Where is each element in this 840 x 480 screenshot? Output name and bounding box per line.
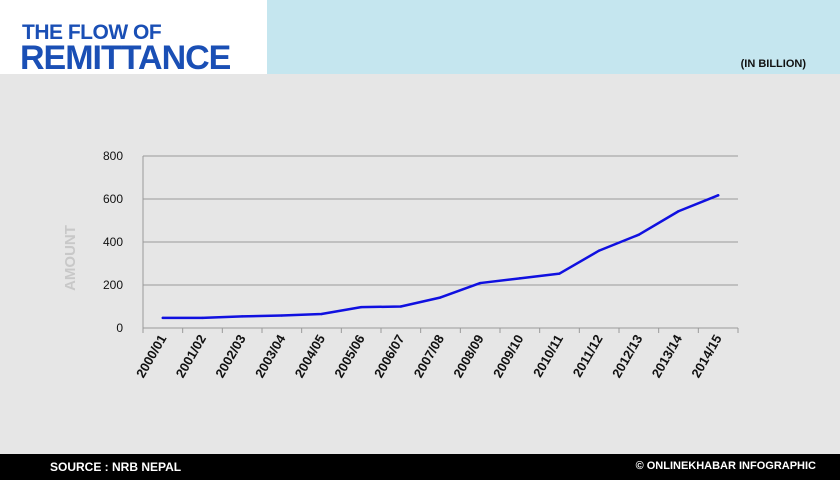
y-tick-labels: 0 200 400 600 800 — [103, 149, 123, 335]
header-title-panel — [0, 0, 267, 74]
header-accent-panel — [267, 0, 840, 74]
footer-bar: SOURCE : NRB NEPAL © ONLINEKHABAR INFOGR… — [0, 454, 840, 480]
series-line — [161, 194, 720, 320]
data-point — [677, 210, 680, 213]
unit-note: (IN BILLION) — [740, 58, 806, 70]
x-tick-label: 2012/13 — [609, 332, 645, 380]
y-tick-label: 400 — [103, 235, 123, 249]
x-tick-label: 2014/15 — [688, 332, 724, 380]
x-tick-label: 2013/14 — [649, 331, 686, 380]
y-tick-label: 0 — [116, 321, 123, 335]
x-tick-labels: 2000/01 2001/02 2002/03 2003/04 2004/05 2005/… — [133, 331, 725, 380]
data-point — [161, 316, 165, 320]
x-tick-label: 2011/12 — [570, 332, 606, 380]
data-point — [518, 277, 522, 280]
remittance-line-chart: 0 200 400 600 800 2000/01 2001/02 2002/03 2003/… — [62, 149, 739, 380]
data-point — [240, 315, 244, 318]
y-tick-label: 800 — [103, 149, 123, 163]
credit-note: © ONLINEKHABAR INFOGRAPHIC — [635, 460, 816, 472]
y-axis-label: AMOUNT — [62, 225, 79, 291]
x-tick-label: 2008/09 — [450, 332, 486, 380]
x-tick-label: 2009/10 — [490, 332, 526, 380]
x-tick-label: 2006/07 — [371, 332, 407, 380]
grid-lines — [142, 155, 739, 333]
data-point — [280, 314, 284, 317]
data-point — [637, 233, 641, 236]
x-tick-label: 2001/02 — [173, 332, 209, 380]
x-tick-label: 2003/04 — [252, 331, 289, 380]
series-layer — [161, 194, 720, 320]
data-point — [439, 296, 442, 299]
data-point — [320, 312, 323, 316]
data-point — [716, 194, 720, 197]
data-point — [478, 281, 482, 285]
x-tick-label: 2010/11 — [530, 332, 566, 380]
data-point — [597, 249, 601, 252]
data-point — [399, 305, 403, 308]
title-line-2: REMITTANCE — [20, 39, 231, 77]
title-line-1: THE FLOW OF — [22, 21, 162, 44]
y-tick-label: 200 — [103, 278, 123, 292]
y-tick-label: 600 — [103, 192, 123, 206]
x-tick-label: 2007/08 — [411, 332, 447, 380]
data-point — [201, 316, 204, 320]
data-point — [359, 305, 363, 309]
source-note: SOURCE : NRB NEPAL — [50, 460, 182, 474]
x-tick-label: 2002/03 — [212, 332, 248, 380]
x-tick-label: 2005/06 — [331, 332, 367, 380]
x-tick-label: 2004/05 — [292, 332, 328, 380]
data-point — [558, 272, 561, 275]
x-tick-label: 2000/01 — [133, 332, 169, 380]
